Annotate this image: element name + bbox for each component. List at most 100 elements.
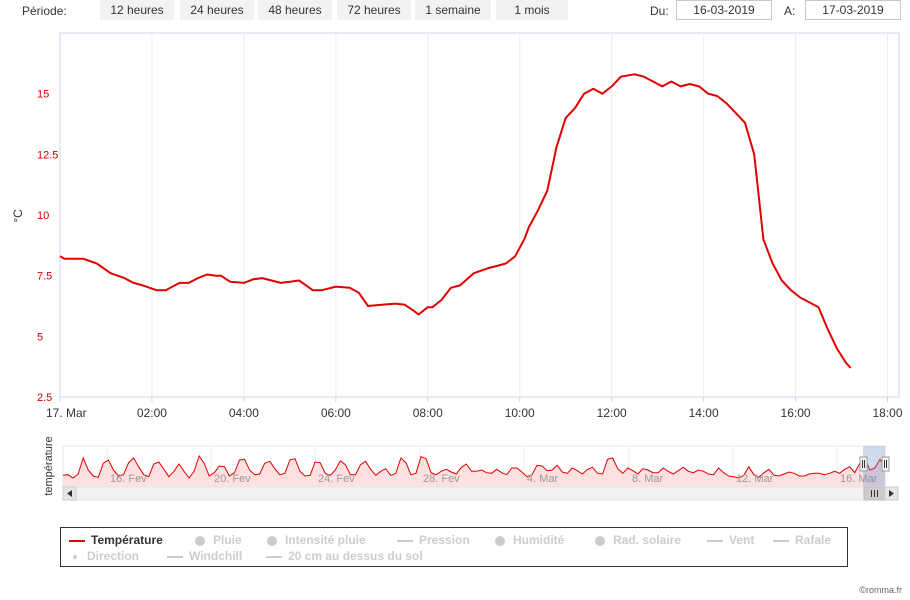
data-point [450,287,452,289]
navigator-left-handle[interactable] [859,456,868,472]
left-arrow-icon [67,490,72,497]
x-tick-label: 02:00 [137,406,167,420]
y-axis-label: °C [11,209,25,223]
legend-item-rafale[interactable]: Rafale [773,533,831,547]
legend-item-vent[interactable]: Vent [707,533,754,547]
data-point [790,289,792,291]
navigator-date-label: 20. Fev [214,473,251,485]
range-button-72h[interactable]: 72 heures [337,0,411,20]
x-tick-label: 10:00 [505,406,535,420]
data-point [546,190,548,192]
y-tick-label: 12.5 [37,149,58,161]
legend-item-pression[interactable]: Pression [397,533,470,547]
data-point [229,281,231,283]
range-button-1-month[interactable]: 1 mois [496,0,568,20]
navigator-date-label: 24. Fev [318,473,355,485]
data-point [689,83,691,85]
legend-item-rad-solaire[interactable]: Rad. solaire [595,533,681,547]
data-point [762,238,764,240]
data-point [707,93,709,95]
scrollbar-track[interactable] [62,486,886,501]
data-point [64,258,66,260]
data-point [381,304,383,306]
legend-item-intensite-pluie[interactable]: Intensité pluie [267,533,366,547]
plot-background [59,32,900,398]
line-symbol-icon [707,539,723,542]
data-point [528,226,530,228]
x-tick-label: 08:00 [413,406,443,420]
data-point [574,107,576,109]
credit-text[interactable]: ©romma.fr [859,585,902,595]
legend-item-direction[interactable]: Direction [73,549,139,563]
legend-item-20cm-sol[interactable]: 20 cm au dessus du sol [266,549,423,563]
data-point [505,263,507,265]
data-point [808,301,810,303]
navigator-selection[interactable] [863,446,885,486]
data-point [698,85,700,87]
small-dot-symbol-icon [73,554,77,559]
scrollbar-thumb[interactable] [863,486,886,501]
data-point [753,153,755,155]
data-point [514,255,516,257]
legend: Température Pluie Intensité pluie Pressi… [60,527,848,567]
data-point [271,280,273,282]
data-point [395,303,397,305]
from-date-field[interactable] [676,0,772,20]
scroll-left-button[interactable] [62,486,77,501]
data-point [845,362,847,364]
to-label: A: [784,4,796,18]
data-point [243,282,245,284]
data-point [418,314,420,316]
data-point [349,287,351,289]
data-point [404,304,406,306]
range-button-24h[interactable]: 24 heures [180,0,254,20]
y-tick-label: 10 [37,210,49,222]
scroll-right-button[interactable] [884,486,899,501]
x-tick-label: 17. Mar [46,406,87,420]
data-point [716,95,718,97]
dot-symbol-icon [195,535,205,546]
navigator-date-label: 16. Fev [110,473,147,485]
range-button-48h[interactable]: 48 heures [258,0,332,20]
navigator-axis-label: température [43,436,55,495]
navigator-date-label: 8. Mar [632,473,664,485]
data-point [565,117,567,119]
data-point [827,328,829,330]
navigator-right-handle[interactable] [881,456,890,472]
line-symbol-icon [397,539,413,542]
data-point [735,112,737,114]
navigator-line [62,454,886,479]
y-axis-ticks: 2.5 5 7.5 10 12.5 15 [37,89,58,404]
data-point [537,209,539,211]
data-point [142,284,144,286]
legend-item-windchill[interactable]: Windchill [167,549,242,563]
x-axis-ticks: 17. Mar 02:00 04:00 06:00 08:00 10:00 12:00 14:… [46,397,903,420]
legend-item-pluie[interactable]: Pluie [195,533,242,547]
data-point [96,263,98,265]
data-point [289,281,291,283]
legend-item-humidite[interactable]: Humidité [495,533,564,547]
range-button-12h[interactable]: 12 heures [100,0,174,20]
data-point [441,299,443,301]
data-point [427,306,429,308]
data-point [312,289,314,291]
data-point [280,282,282,284]
data-point [620,76,622,78]
vertical-grid [151,33,889,397]
data-point [850,367,852,369]
data-point [298,280,300,282]
navigator-date-label: 28. Fev [423,473,460,485]
to-date-field[interactable] [805,0,901,20]
navigator: température 16. Fev 20. Fev 24. Fev 28. Fev… [43,436,899,501]
dot-symbol-icon [267,535,277,546]
legend-item-temperature[interactable]: Température [69,533,163,547]
data-point [611,85,613,87]
data-point [487,267,489,269]
data-point [220,275,222,277]
data-point [496,265,498,267]
navigator-date-label: 16. Mar [840,473,878,485]
range-button-1-week[interactable]: 1 semaine [415,0,491,20]
data-point [197,277,199,279]
y-tick-label: 2.5 [37,392,52,404]
data-point [680,85,682,87]
